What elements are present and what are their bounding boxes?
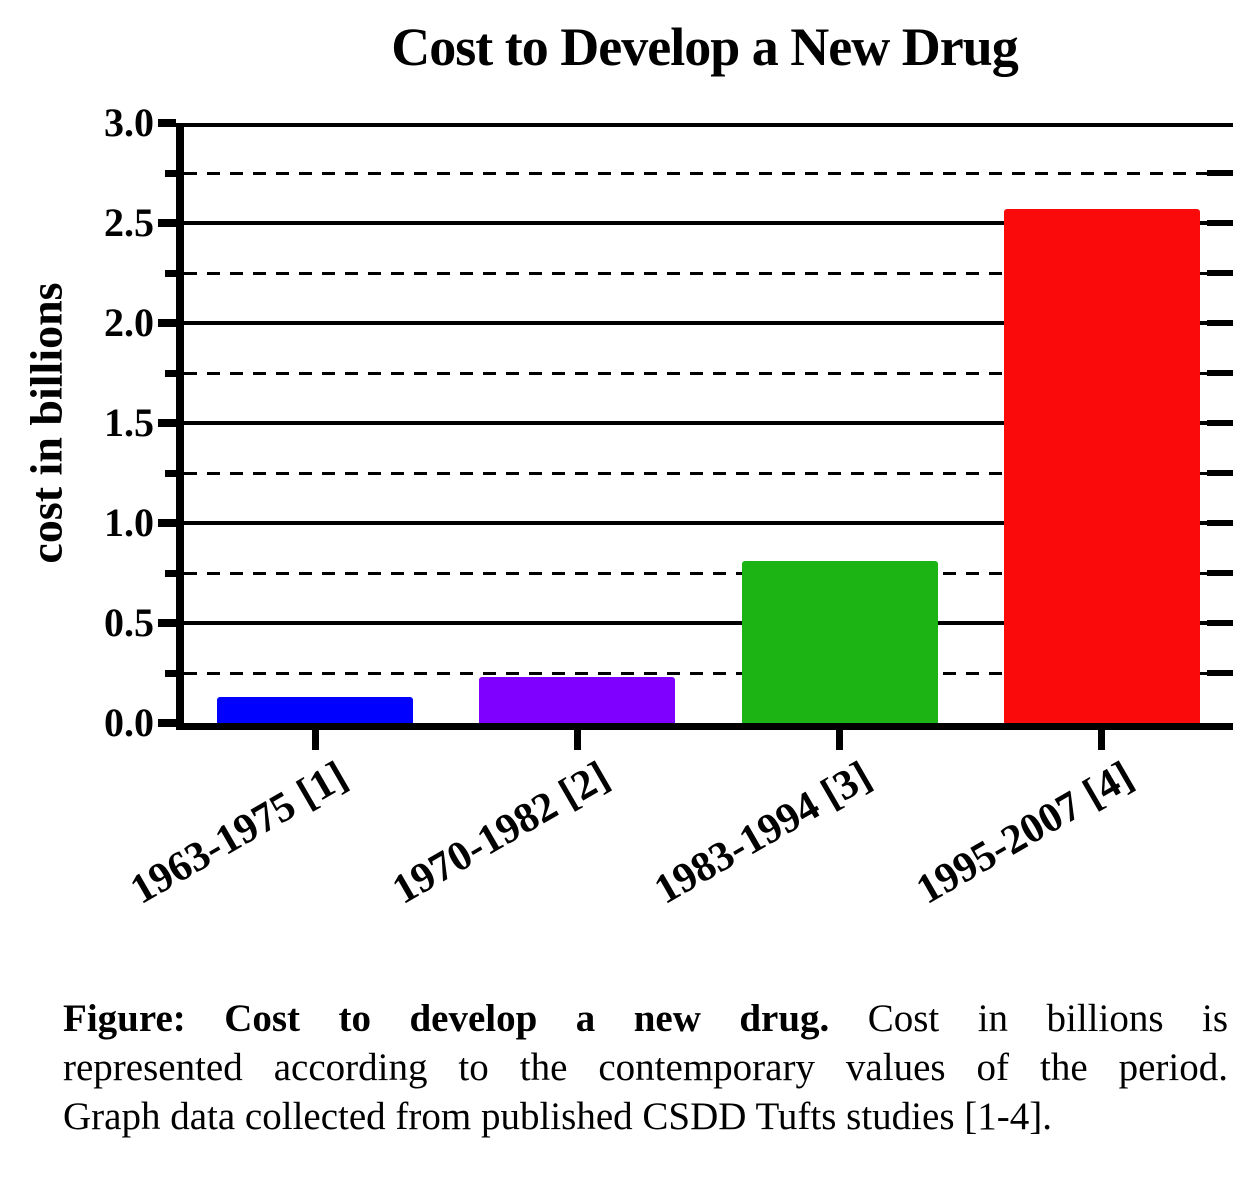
x-tick-label: 1970-1982 [2]: [384, 752, 617, 914]
gridline-minor: [184, 271, 1233, 275]
caption-lead-bold: Figure: Cost to develop a new drug.: [63, 997, 830, 1040]
y-right-tick: [1207, 570, 1233, 576]
y-right-tick: [1207, 620, 1233, 626]
caption-line-2: represented according to the contemporar…: [63, 1046, 1228, 1089]
y-tick-label: 2.5: [104, 200, 154, 245]
x-tick-label: 1983-1994 [3]: [647, 752, 880, 914]
y-right-tick: [1207, 170, 1233, 176]
x-axis-tick: [311, 730, 319, 750]
gridline-minor: [184, 371, 1233, 375]
x-axis-tick: [836, 730, 844, 750]
gridline-minor: [184, 471, 1233, 475]
y-axis-tick: [165, 469, 176, 477]
y-right-tick: [1207, 670, 1233, 676]
gridline-minor: [184, 571, 1233, 575]
gridline-major: [184, 521, 1233, 525]
gridline-major: [184, 221, 1233, 225]
x-axis-tick: [1098, 730, 1106, 750]
y-right-tick: [1207, 420, 1233, 426]
y-axis-tick: [158, 619, 176, 627]
gridline-minor: [184, 171, 1233, 175]
gridline-minor: [184, 671, 1233, 675]
figure-caption: Figure: Cost to develop a new drug. Cost…: [63, 994, 1228, 1141]
caption-line-1-rest: Cost in billions is: [867, 997, 1229, 1040]
x-tick-label: 1963-1975 [1]: [122, 752, 355, 914]
y-tick-label: 0.0: [104, 700, 154, 745]
bar: [741, 561, 938, 723]
x-axis-tick: [573, 730, 581, 750]
y-axis-tick: [158, 519, 176, 527]
y-axis-tick: [158, 219, 176, 227]
y-axis-tick: [158, 319, 176, 327]
y-right-tick: [1207, 370, 1233, 376]
gridline-major: [184, 621, 1233, 625]
y-axis-tick: [165, 369, 176, 377]
y-axis-tick: [158, 419, 176, 427]
bar: [1003, 209, 1200, 723]
y-axis-tick: [165, 269, 176, 277]
y-tick-label: 3.0: [104, 100, 154, 145]
gridline-major: [184, 123, 1233, 127]
chart-title: Cost to Develop a New Drug: [391, 17, 1018, 77]
y-axis-tick: [158, 119, 176, 127]
gridline-major: [184, 421, 1233, 425]
y-tick-label: 0.5: [104, 600, 154, 645]
y-right-tick: [1207, 470, 1233, 476]
bar: [217, 697, 414, 723]
bar: [479, 677, 676, 723]
y-axis-tick: [165, 669, 176, 677]
caption-line-3: Graph data collected from published CSDD…: [63, 1095, 1052, 1138]
y-axis-tick: [158, 719, 176, 727]
y-tick-label: 2.0: [104, 300, 154, 345]
y-axis-tick: [165, 569, 176, 577]
y-right-tick: [1207, 320, 1233, 326]
y-tick-label: 1.5: [104, 400, 154, 445]
caption-line-1: Figure: Cost to develop a new drug. Cost…: [63, 994, 1228, 1043]
y-right-tick: [1207, 220, 1233, 226]
y-axis-tick: [165, 169, 176, 177]
y-right-tick: [1207, 520, 1233, 526]
y-tick-label: 1.0: [104, 500, 154, 545]
x-tick-label: 1995-2007 [4]: [909, 752, 1142, 914]
plot-area: [176, 123, 1233, 730]
gridline-major: [184, 321, 1233, 325]
y-right-tick: [1207, 270, 1233, 276]
